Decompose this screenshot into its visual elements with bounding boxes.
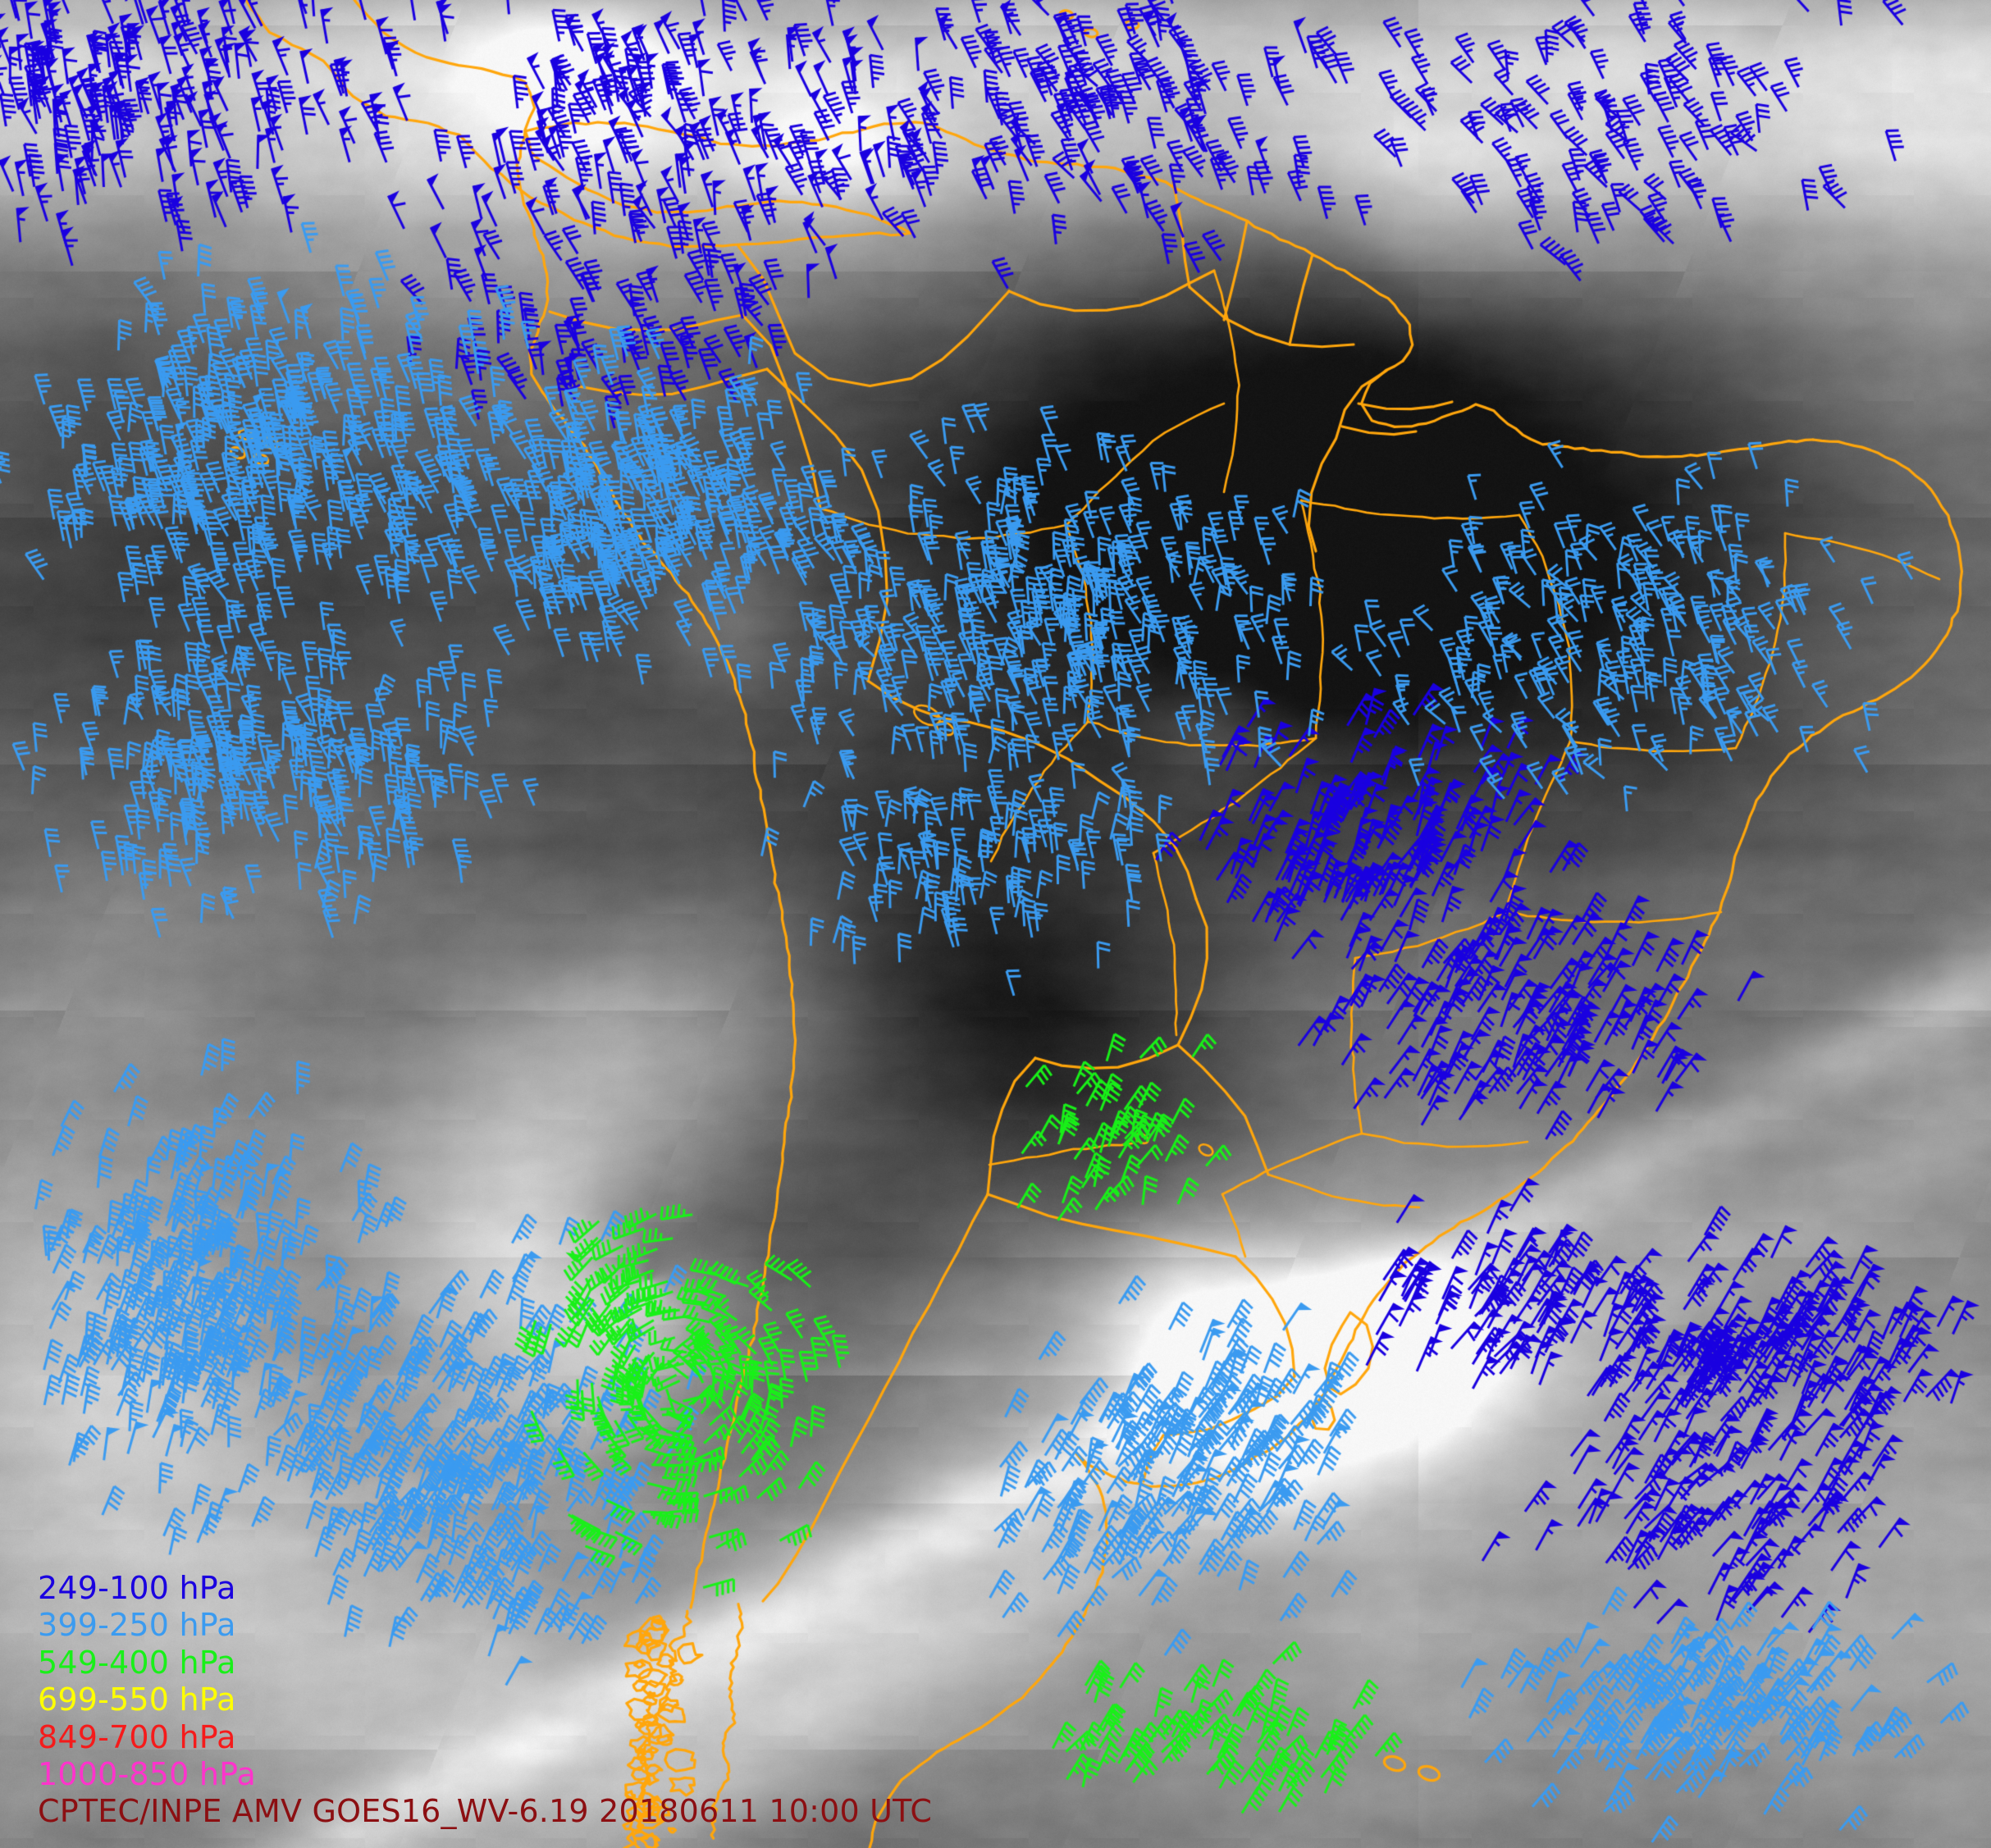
legend-item-699-550: 699-550 hPa: [38, 1681, 236, 1718]
legend-item-399-250: 399-250 hPa: [38, 1607, 236, 1644]
legend-item-549-400: 549-400 hPa: [38, 1644, 236, 1681]
legend-item-849-700: 849-700 hPa: [38, 1718, 236, 1755]
legend-item-1000-850: 1000-850 hPa: [38, 1756, 257, 1793]
product-caption: CPTEC/INPE AMV GOES16_WV-6.19 20180611 1…: [38, 1793, 933, 1829]
legend-item-249-100: 249-100 hPa: [38, 1570, 236, 1606]
pressure-level-legend: 249-100 hPa 399-250 hPa 549-400 hPa 699-…: [38, 1570, 256, 1793]
